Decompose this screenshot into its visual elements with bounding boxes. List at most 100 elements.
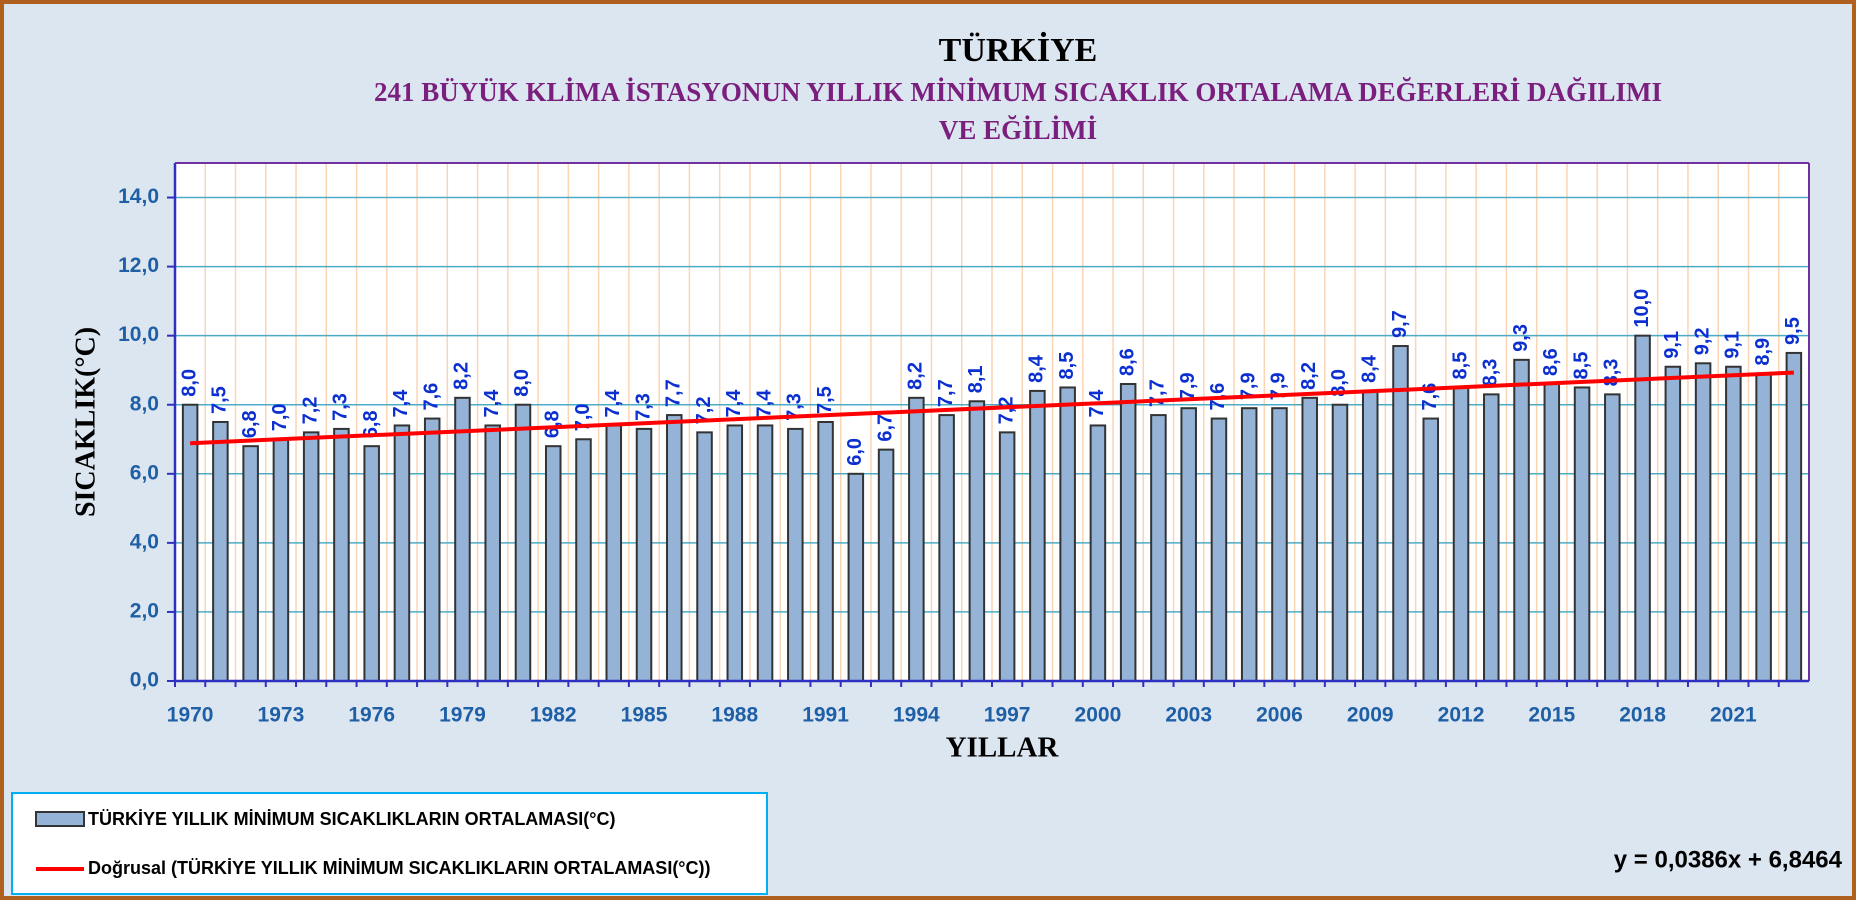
bar: [575, 438, 592, 682]
x-tick-label: 2021: [1710, 704, 1757, 727]
data-label: 6,0: [844, 438, 866, 466]
data-label: 8,5: [1570, 352, 1592, 380]
x-tick-label: 1976: [348, 704, 395, 727]
bar: [938, 414, 955, 682]
trend-equation: y = 0,0386x + 6,8464: [1614, 846, 1843, 873]
bar: [1150, 414, 1167, 682]
y-axis-label: SICAKLIK(°C): [70, 327, 101, 517]
bar: [1301, 396, 1318, 682]
x-tick-label: 2003: [1165, 704, 1212, 727]
trend-line: [190, 370, 1794, 446]
data-label: 9,2: [1691, 327, 1713, 355]
bar: [1331, 403, 1349, 682]
legend-label: Doğrusal (TÜRKİYE YILLIK MİNİMUM SICAKLI…: [88, 858, 711, 878]
bar: [423, 417, 441, 682]
bar: [181, 403, 199, 682]
bar: [1725, 365, 1742, 682]
chart-subtitle: VE EĞİLİMİ: [939, 115, 1097, 145]
x-tick-label: 2015: [1528, 704, 1575, 727]
legend-label: TÜRKİYE YILLIK MİNİMUM SICAKLIKLARIN ORT…: [88, 809, 616, 829]
bar: [1785, 351, 1803, 682]
bar: [1119, 383, 1137, 682]
data-label: 8,2: [905, 362, 927, 390]
bar: [1483, 393, 1500, 682]
data-label: 10,0: [1631, 289, 1653, 328]
data-label: 7,3: [330, 393, 352, 421]
data-label: 7,9: [1177, 372, 1199, 400]
bar: [908, 396, 925, 682]
data-label: 8,4: [1359, 354, 1381, 383]
y-tick-label: 2,0: [130, 599, 159, 622]
y-tick-label: 0,0: [130, 669, 159, 692]
bar: [1240, 407, 1258, 682]
bar: [363, 445, 380, 682]
data-label: 7,9: [1237, 372, 1259, 400]
bar: [1664, 365, 1682, 682]
data-label: 7,4: [753, 389, 775, 418]
bar: [454, 396, 471, 682]
data-label: 6,7: [874, 414, 896, 442]
data-label: 8,2: [451, 362, 473, 390]
bar: [666, 414, 683, 682]
chart-subtitle: 241 BÜYÜK KLİMA İSTASYONUN YILLIK MİNİMU…: [374, 77, 1662, 107]
bar: [877, 448, 895, 683]
data-label: 9,5: [1782, 317, 1804, 345]
data-label: 8,4: [1026, 354, 1048, 383]
x-tick-label: 1970: [167, 704, 214, 727]
x-tick-label: 2000: [1075, 704, 1122, 727]
bar: [1392, 345, 1409, 682]
bar: [1694, 362, 1712, 682]
bar: [847, 472, 865, 682]
data-label: 7,4: [481, 389, 503, 418]
bar: [635, 427, 653, 683]
data-label: 9,3: [1510, 324, 1532, 352]
bar: [1180, 407, 1197, 682]
bar: [1089, 424, 1107, 682]
x-tick-label: 2006: [1256, 704, 1303, 727]
bar: [212, 421, 229, 682]
x-tick-label: 2009: [1347, 704, 1394, 727]
bar: [756, 424, 774, 682]
data-label: 8,0: [1328, 369, 1350, 397]
bar: [1452, 386, 1470, 682]
data-label: 7,4: [390, 389, 412, 418]
data-label: 7,3: [784, 393, 806, 421]
data-label: 8,1: [965, 365, 987, 393]
data-label: 6,8: [239, 410, 261, 438]
bar: [726, 424, 744, 682]
data-label: 8,0: [178, 369, 200, 397]
bar: [333, 427, 350, 683]
chart-title: TÜRKİYE: [939, 31, 1098, 69]
bar: [696, 431, 713, 682]
bar: [544, 445, 562, 682]
y-tick-label: 8,0: [130, 392, 159, 415]
y-tick-label: 4,0: [130, 530, 159, 553]
bar: [1059, 386, 1076, 682]
bar: [242, 445, 259, 682]
bar: [302, 431, 320, 682]
data-label: 7,3: [632, 393, 654, 421]
data-label: 8,0: [511, 369, 533, 397]
y-tick-label: 10,0: [118, 323, 159, 346]
x-tick-label: 1973: [258, 704, 305, 727]
data-label: 7,5: [209, 386, 231, 414]
data-label: 7,6: [420, 383, 442, 411]
x-tick-label: 2012: [1438, 704, 1485, 727]
bar: [272, 438, 290, 682]
data-label: 8,5: [1449, 352, 1471, 380]
data-label: 8,9: [1752, 338, 1774, 366]
bar: [817, 421, 834, 682]
x-tick-label: 1979: [439, 704, 486, 727]
x-tick-label: 1988: [711, 704, 758, 727]
bar: [1543, 383, 1561, 682]
bar: [1634, 334, 1651, 682]
bar: [1573, 386, 1591, 682]
data-label: 8,6: [1116, 348, 1138, 376]
data-label: 9,7: [1389, 310, 1411, 338]
x-tick-label: 1991: [802, 704, 849, 727]
y-tick-label: 6,0: [130, 461, 159, 484]
bar: [1029, 389, 1046, 682]
data-label: 7,7: [935, 379, 957, 407]
x-axis-label: YILLAR: [946, 732, 1060, 764]
